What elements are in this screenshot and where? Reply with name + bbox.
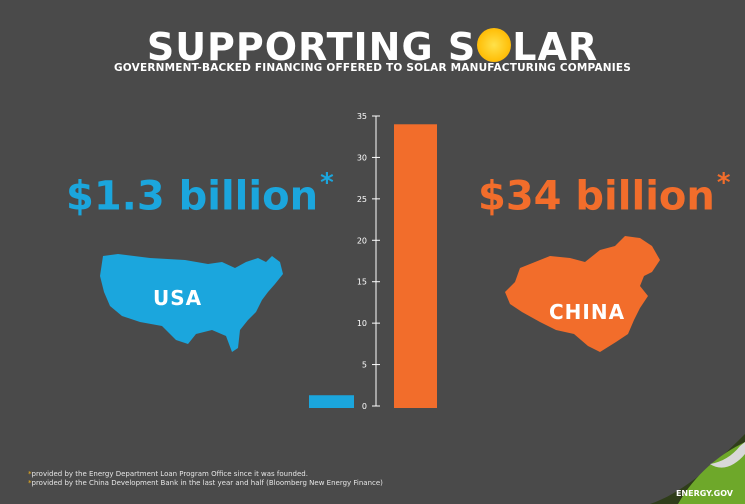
y-tick-label: 10 [357, 319, 367, 328]
page-subtitle: GOVERNMENT-BACKED FINANCING OFFERED TO S… [113, 62, 632, 74]
footnote-usa: *provided by the Energy Department Loan … [28, 470, 308, 478]
y-tick-label: 0 [362, 402, 367, 411]
title-text-part1: SUPPORTING S [146, 24, 477, 69]
bar-china [394, 124, 437, 409]
y-axis: 0 5 10 15 20 25 30 35 [357, 112, 380, 411]
sun-icon [477, 27, 512, 62]
footnote-china: *provided by the China Development Bank … [28, 479, 383, 487]
china-value: $34 billion* [478, 168, 730, 220]
china-asterisk: * [716, 168, 731, 198]
y-tick-label: 25 [357, 195, 367, 204]
page-title: SUPPORTING S LAR [0, 24, 745, 67]
china-value-text: $34 billion [478, 173, 715, 220]
y-tick-label: 35 [357, 112, 367, 121]
china-map-icon [505, 236, 660, 352]
y-tick-label: 5 [362, 361, 367, 370]
footnotes: *provided by the Energy Department Loan … [28, 470, 383, 488]
usa-asterisk: * [320, 168, 334, 198]
china-label: CHINA [549, 300, 626, 324]
bars [309, 124, 437, 409]
y-tick-label: 30 [357, 153, 367, 162]
usa-map-icon [100, 254, 283, 352]
brand-logo: ENERGY.GOV [675, 489, 733, 498]
page-curl-icon [650, 434, 745, 504]
title-text-part2: LAR [512, 24, 599, 69]
bar-usa [309, 395, 354, 408]
usa-value: $1.3 billion* [66, 168, 334, 220]
y-tick-label: 15 [357, 278, 367, 287]
usa-value-text: $1.3 billion [66, 173, 319, 220]
y-tick-label: 20 [357, 236, 367, 245]
footnote-marker-china: * [28, 479, 32, 487]
usa-label: USA [153, 286, 203, 310]
footnote-marker-usa: * [28, 470, 32, 478]
